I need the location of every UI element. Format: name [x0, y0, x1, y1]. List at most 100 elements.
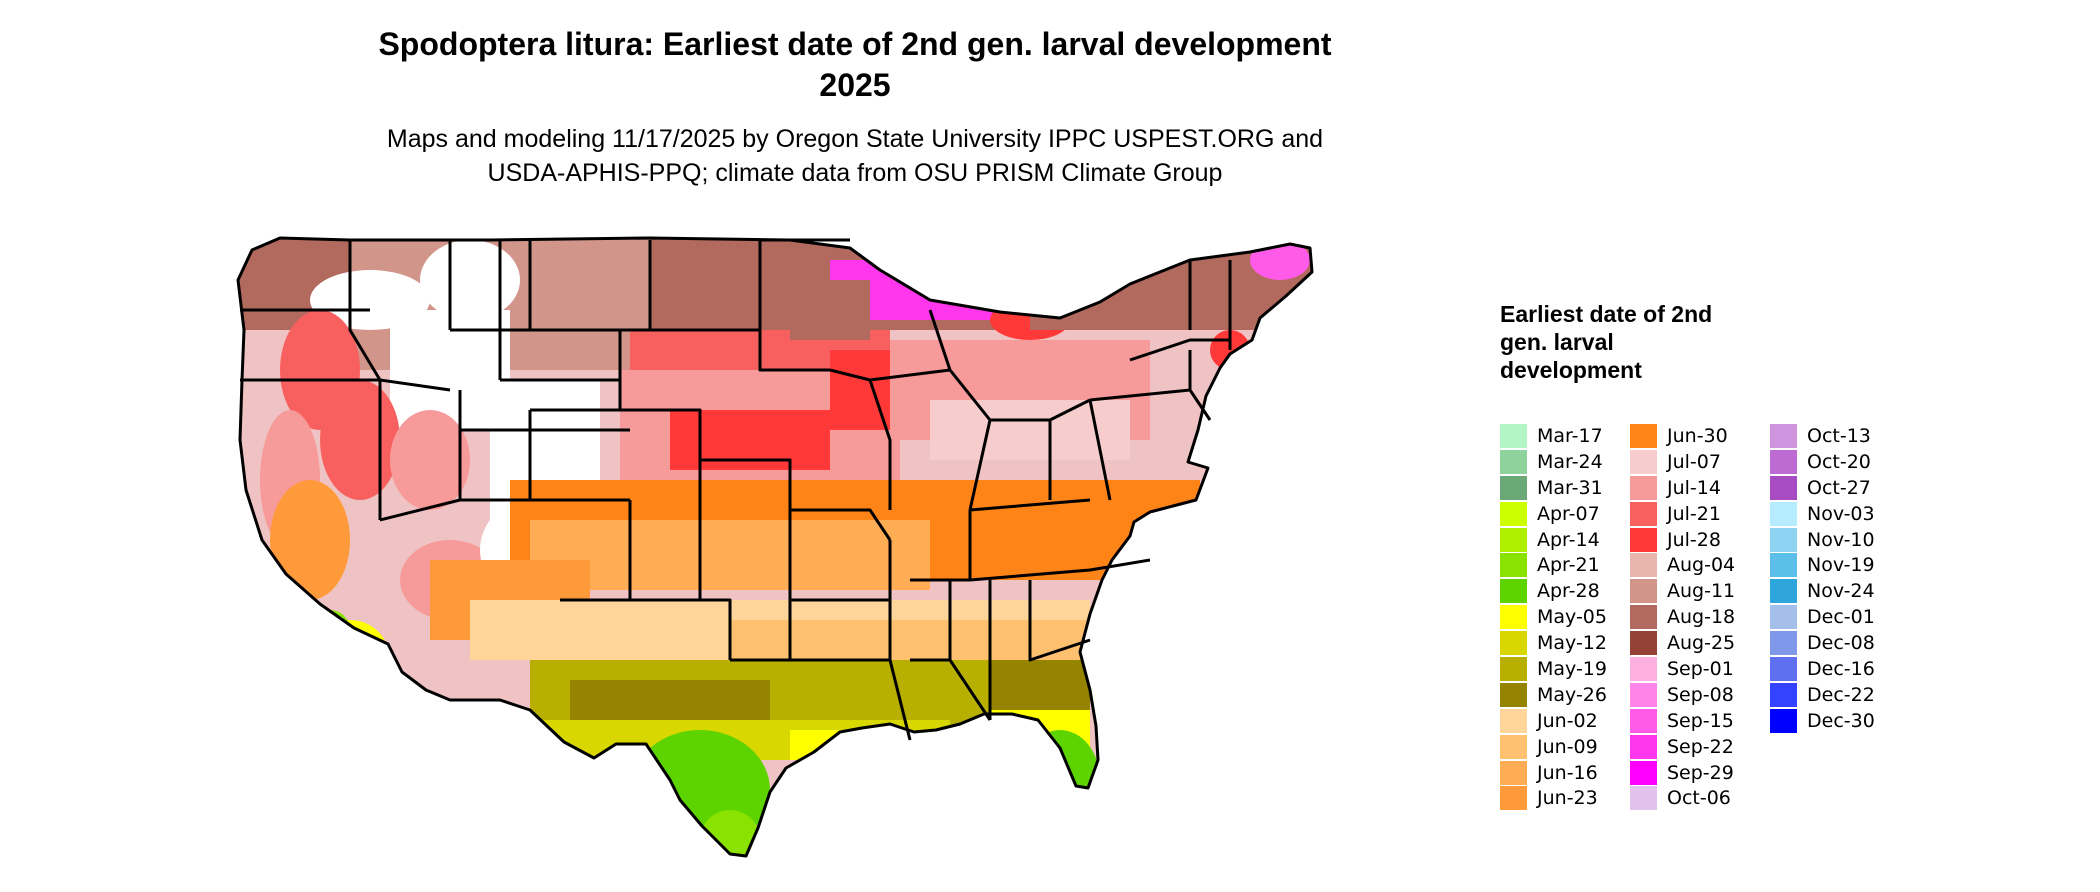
legend-label: Mar-31 — [1537, 476, 1603, 499]
legend-label: Dec-08 — [1807, 632, 1875, 655]
legend-swatch — [1770, 475, 1797, 500]
legend-column-3: Oct-13 Oct-20 Oct-27 Nov-03 Nov-10 Nov-1… — [1770, 423, 1875, 734]
legend-label: Nov-10 — [1807, 528, 1875, 551]
legend-swatch — [1630, 449, 1657, 474]
legend-item: May-26 — [1500, 682, 1607, 708]
legend-swatch — [1630, 579, 1657, 604]
legend-item: Dec-22 — [1770, 682, 1875, 708]
legend-swatch — [1630, 501, 1657, 526]
legend-swatch — [1500, 501, 1527, 526]
legend-item: Aug-25 — [1630, 630, 1735, 656]
legend-swatch — [1630, 682, 1657, 707]
legend-item: Jul-07 — [1630, 449, 1735, 475]
legend-item: Dec-16 — [1770, 656, 1875, 682]
legend-swatch — [1500, 656, 1527, 681]
legend-item: May-05 — [1500, 604, 1607, 630]
legend-label: Dec-16 — [1807, 657, 1875, 680]
legend-item: Jun-23 — [1500, 785, 1607, 811]
legend-item: Sep-29 — [1630, 760, 1735, 786]
legend-item: Dec-01 — [1770, 604, 1875, 630]
legend-item: Mar-17 — [1500, 423, 1607, 449]
legend-item: Sep-15 — [1630, 708, 1735, 734]
legend-label: Aug-04 — [1667, 554, 1736, 577]
legend-swatch — [1770, 423, 1797, 448]
legend-swatch — [1630, 631, 1657, 656]
legend-label: Aug-18 — [1667, 606, 1736, 629]
legend-label: May-19 — [1537, 657, 1607, 680]
us-map — [236, 236, 1314, 858]
legend-column-1: Mar-17 Mar-24 Mar-31 Apr-07 Apr-14 Apr-2… — [1500, 423, 1607, 811]
legend-swatch — [1630, 786, 1657, 811]
legend-item: Jun-02 — [1500, 708, 1607, 734]
legend-swatch — [1630, 553, 1657, 578]
legend-label: Apr-14 — [1537, 528, 1600, 551]
legend-title: Earliest date of 2nd gen. larval develop… — [1500, 301, 1713, 383]
legend-item: Nov-19 — [1770, 552, 1875, 578]
legend-label: May-26 — [1537, 683, 1607, 706]
legend-swatch — [1770, 656, 1797, 681]
legend-label: Apr-21 — [1537, 554, 1600, 577]
raster-layer — [238, 238, 1312, 856]
legend-label: May-12 — [1537, 632, 1607, 655]
legend-label: Dec-01 — [1807, 606, 1875, 629]
legend-item: Apr-07 — [1500, 501, 1607, 527]
legend-item: Oct-20 — [1770, 449, 1875, 475]
legend-item: Aug-04 — [1630, 552, 1735, 578]
legend-swatch — [1630, 734, 1657, 759]
legend-swatch — [1630, 656, 1657, 681]
legend-label: Jul-14 — [1667, 476, 1721, 499]
legend-swatch — [1770, 605, 1797, 630]
legend-label: Nov-19 — [1807, 554, 1875, 577]
legend-item: Mar-24 — [1500, 449, 1607, 475]
legend-label: Jun-02 — [1537, 709, 1598, 732]
legend-swatch — [1630, 605, 1657, 630]
legend-label: Sep-29 — [1667, 761, 1734, 784]
legend-label: Oct-13 — [1807, 424, 1871, 447]
legend-label: Jul-21 — [1667, 502, 1721, 525]
legend-swatch — [1500, 527, 1527, 552]
legend-item: May-12 — [1500, 630, 1607, 656]
legend-swatch — [1500, 708, 1527, 733]
legend-item: Dec-30 — [1770, 708, 1875, 734]
legend-label: Oct-06 — [1667, 787, 1731, 810]
legend-item: Aug-11 — [1630, 578, 1735, 604]
map-title-line-1: Spodoptera litura: Earliest date of 2nd … — [378, 26, 1332, 62]
legend-label: Sep-08 — [1667, 683, 1734, 706]
legend-label: Mar-17 — [1537, 424, 1603, 447]
legend-item: Sep-01 — [1630, 656, 1735, 682]
legend-label: Jun-16 — [1537, 761, 1598, 784]
legend-item: Jul-21 — [1630, 501, 1735, 527]
legend-label: Dec-30 — [1807, 709, 1875, 732]
legend-item: Oct-06 — [1630, 785, 1735, 811]
legend-swatch — [1500, 605, 1527, 630]
legend-label: Sep-22 — [1667, 735, 1734, 758]
legend-swatch — [1630, 475, 1657, 500]
legend-item: Jun-30 — [1630, 423, 1735, 449]
legend-swatch — [1500, 449, 1527, 474]
legend-swatch — [1500, 631, 1527, 656]
legend-label: Apr-28 — [1537, 580, 1600, 603]
legend-swatch — [1770, 708, 1797, 733]
legend-item: Jun-09 — [1500, 734, 1607, 760]
legend-swatch — [1630, 708, 1657, 733]
legend-swatch — [1500, 760, 1527, 785]
legend-label: Jun-23 — [1537, 787, 1598, 810]
legend-label: Jun-09 — [1537, 735, 1598, 758]
legend-swatch — [1770, 449, 1797, 474]
legend-item: Nov-24 — [1770, 578, 1875, 604]
legend-swatch — [1770, 682, 1797, 707]
legend-swatch — [1770, 527, 1797, 552]
legend-item: Dec-08 — [1770, 630, 1875, 656]
legend-item: Oct-27 — [1770, 475, 1875, 501]
legend-swatch — [1500, 475, 1527, 500]
legend-label: Nov-03 — [1807, 502, 1875, 525]
state-borders — [236, 236, 1314, 858]
legend-label: Oct-20 — [1807, 450, 1871, 473]
legend-swatch — [1500, 786, 1527, 811]
legend-label: Apr-07 — [1537, 502, 1600, 525]
legend-item: Apr-28 — [1500, 578, 1607, 604]
legend-swatch — [1500, 682, 1527, 707]
legend-label: Sep-15 — [1667, 709, 1734, 732]
legend-swatch — [1500, 579, 1527, 604]
legend-label: Dec-22 — [1807, 683, 1875, 706]
